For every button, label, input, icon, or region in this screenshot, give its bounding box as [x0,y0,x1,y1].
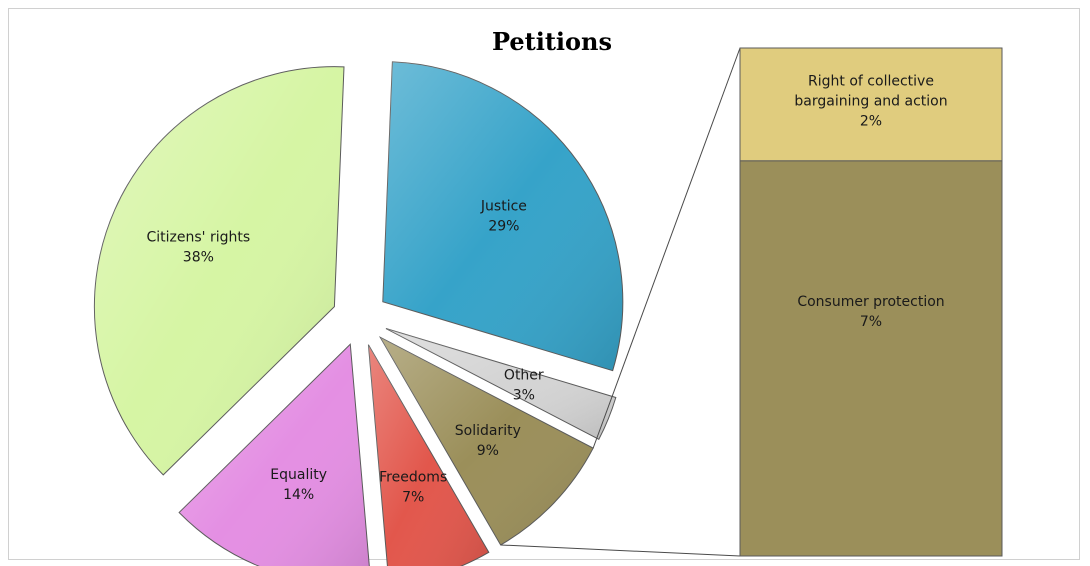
pie-slice-equality [178,343,370,566]
data-labels: Justice 29% Other 3% Solidarity 9%Freedoms 7% E… [147,73,948,505]
slice-label-other: Other 3% [504,367,544,403]
pie-slice-citizens-rights [93,66,345,476]
slice-label-solidarity: Solidarity 9% [455,423,521,459]
pie-slices [93,61,624,566]
bar-label-right-of-collective-bargaining-and-action: Right of collective bargaining and action… [794,73,947,129]
slice-label-freedoms: Freedoms 7% [379,470,447,506]
pie-slice-solidarity [378,336,594,546]
pie-slice-justice [382,61,624,372]
connector-line-bottom [500,544,741,557]
pie-slice-freedoms [367,344,490,566]
connector-lines [500,47,741,557]
slice-label-equality: Equality 14% [270,467,327,503]
breakdown-bar [739,47,1003,557]
chart-title: Petitions [492,27,612,56]
connector-line-top [592,47,741,449]
bar-label-consumer-protection: Consumer protection 7% [797,294,944,330]
slice-label-citizens-rights: Citizens' rights 38% [147,229,251,265]
bar-segment-consumer-protection [739,160,1003,557]
slice-label-justice: Justice 29% [480,198,527,234]
pie-slice-other [385,328,617,440]
